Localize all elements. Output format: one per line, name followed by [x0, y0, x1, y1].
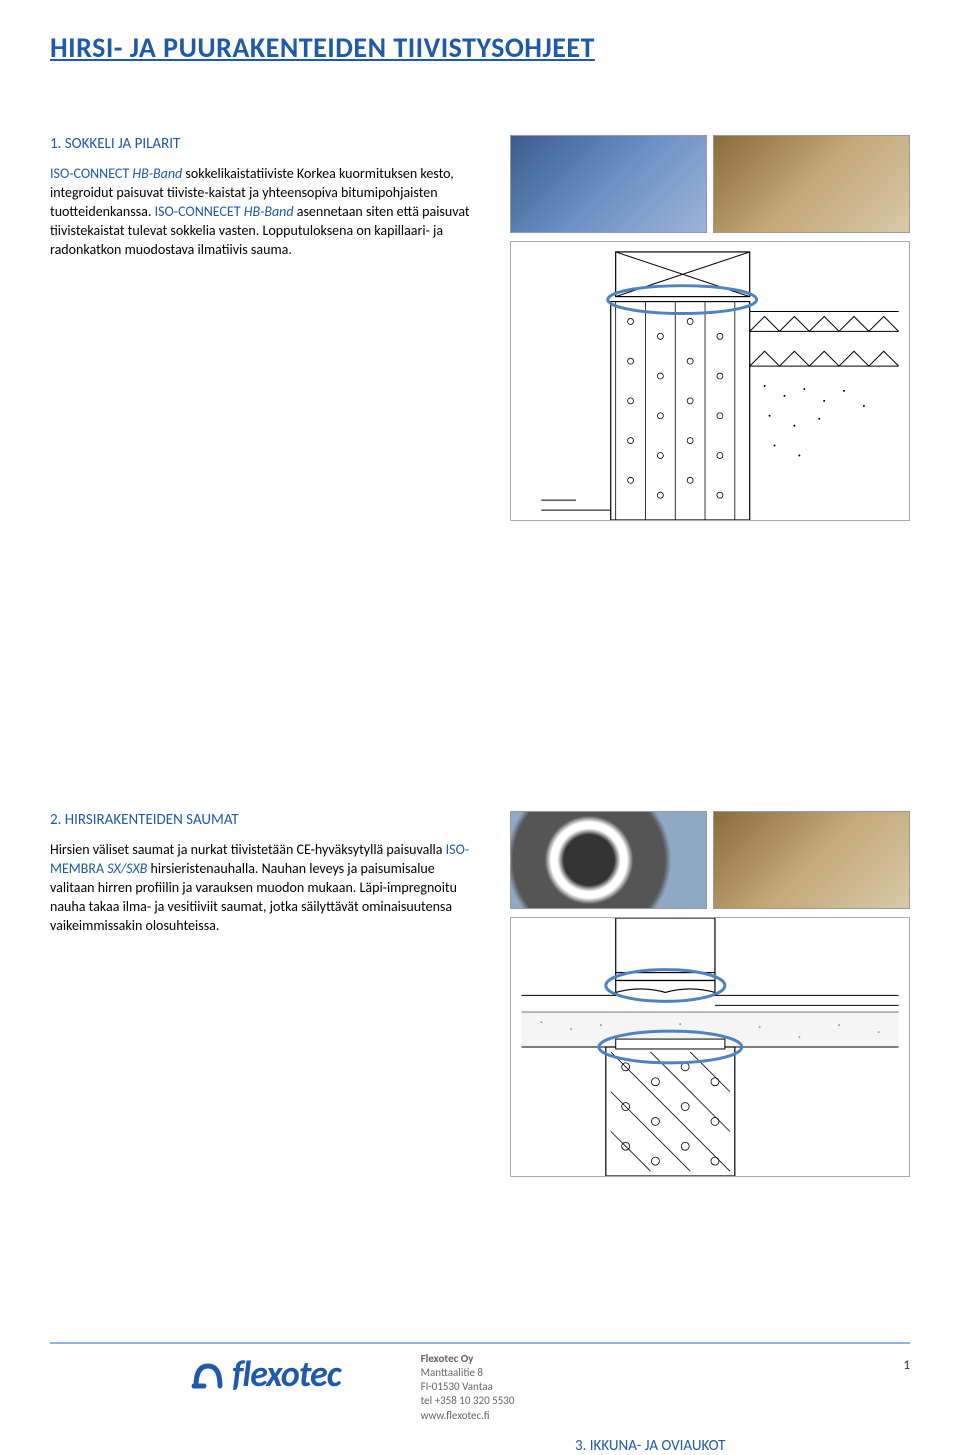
section-1: 1. SOKKELI JA PILARIT ISO-CONNECT HB-Ban…	[50, 135, 910, 521]
section-2-images	[510, 811, 910, 1177]
section-1-photo-row	[510, 135, 910, 233]
section-2-heading: 2. HIRSIRAKENTEIDEN SAUMAT	[50, 811, 480, 829]
footer-divider	[50, 1342, 910, 1344]
section-2-body: Hirsien väliset saumat ja nurkat tiivist…	[50, 841, 480, 935]
photo-foundation-seal-2	[713, 135, 910, 233]
diagram-foundation-cross-section	[510, 241, 910, 521]
footer-address: Manttaalitie 8	[421, 1366, 515, 1380]
page-footer: flexotec Flexotec Oy Manttaalitie 8 FI-0…	[50, 1342, 910, 1423]
footer-postal: FI-01530 Vantaa	[421, 1380, 515, 1394]
product-name-2: SX/SXB	[107, 860, 147, 877]
section-1-text: 1. SOKKELI JA PILARIT ISO-CONNECT HB-Ban…	[50, 135, 480, 521]
photo-log-seal	[713, 811, 910, 909]
footer-web: www.flexotec.fi	[421, 1409, 515, 1423]
section-1-images	[510, 135, 910, 521]
product-name-1: HB-Band	[132, 165, 182, 182]
footer-tel: tel +358 10 320 5530	[421, 1394, 515, 1408]
product-brand-1: ISO-CONNECT	[50, 165, 129, 182]
photo-tape-roll	[510, 811, 707, 909]
page-number: 1	[903, 1358, 910, 1373]
photo-foundation-seal-1	[510, 135, 707, 233]
footer-content: flexotec Flexotec Oy Manttaalitie 8 FI-0…	[50, 1352, 910, 1423]
footer-company-name: Flexotec Oy	[421, 1352, 515, 1366]
section-1-body: ISO-CONNECT HB-Band sokkelikaistatiivist…	[50, 165, 480, 259]
section-2: 2. HIRSIRAKENTEIDEN SAUMAT Hirsien välis…	[50, 811, 910, 1177]
footer-logo: flexotec	[190, 1352, 341, 1396]
page-title: HIRSI- JA PUURAKENTEIDEN TIIVISTYSOHJEET	[50, 30, 910, 65]
footer-company-info: Flexotec Oy Manttaalitie 8 FI-01530 Vant…	[421, 1352, 515, 1423]
section-3-heading: 3. IKKUNA- JA OVIAUKOT	[575, 1437, 910, 1455]
section-1-heading: 1. SOKKELI JA PILARIT	[50, 135, 480, 153]
footer-logo-text: flexotec	[232, 1352, 341, 1396]
product-name-1b: HB-Band	[244, 203, 294, 220]
product-brand-1b: ISO-CONNECET	[155, 203, 241, 220]
logo-icon	[190, 1356, 226, 1392]
diagram-log-wall-cross-section	[510, 917, 910, 1177]
section-2-text-a: Hirsien väliset saumat ja nurkat tiivist…	[50, 841, 446, 858]
section-2-photo-row	[510, 811, 910, 909]
section-2-text: 2. HIRSIRAKENTEIDEN SAUMAT Hirsien välis…	[50, 811, 480, 1177]
